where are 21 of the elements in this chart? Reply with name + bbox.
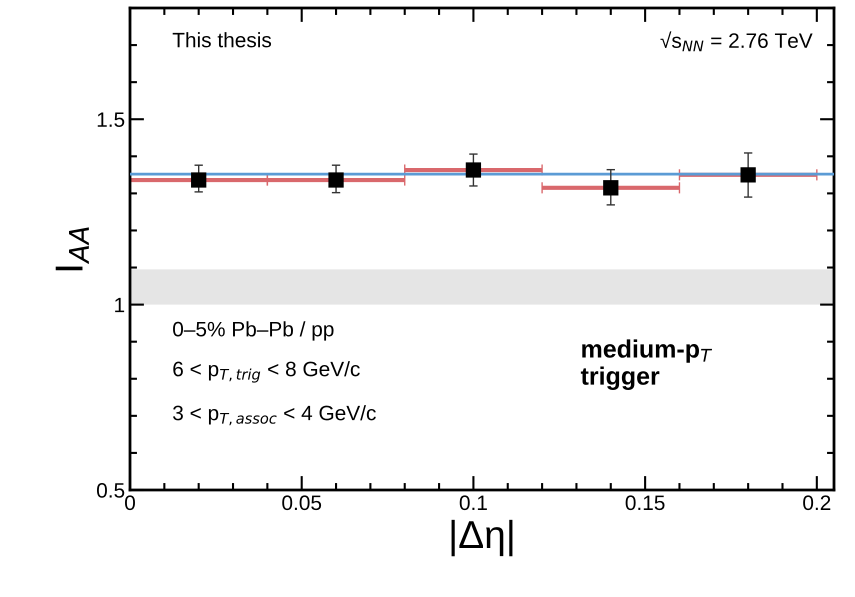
y-tick-label: 1.5	[98, 112, 124, 127]
annotation: This thesis	[172, 32, 272, 48]
point	[603, 180, 618, 196]
x-axis-title: |Δη|	[452, 520, 512, 556]
annotation: 3 < p$_{T,assoc}$ < 4 GeV/c	[173, 405, 376, 426]
x-tick-label: 0.1	[460, 495, 487, 510]
y-tick-label: 1	[115, 298, 124, 312]
point	[191, 172, 206, 188]
x-tick-label: 0.2	[803, 495, 830, 510]
annotation: √s$_{NN}$ = 2.76 TeV	[660, 31, 813, 52]
point	[328, 172, 344, 188]
point	[740, 167, 756, 182]
x-tick-label: 0	[125, 495, 135, 510]
x-tick-label: 0.15	[626, 495, 665, 510]
annotation: 0–5% Pb–Pb / pp	[173, 321, 334, 341]
x-tick-label: 0.05	[282, 495, 322, 510]
text: medium-p$_{T}$ trigger	[580, 339, 712, 390]
annotation: 6 < p$_{T,trig}$ < 8 GeV/c	[173, 361, 360, 383]
y-tick-label: 0.5	[96, 483, 124, 498]
point	[466, 162, 482, 178]
y-axis-title: I$_{AA}$	[56, 227, 89, 270]
